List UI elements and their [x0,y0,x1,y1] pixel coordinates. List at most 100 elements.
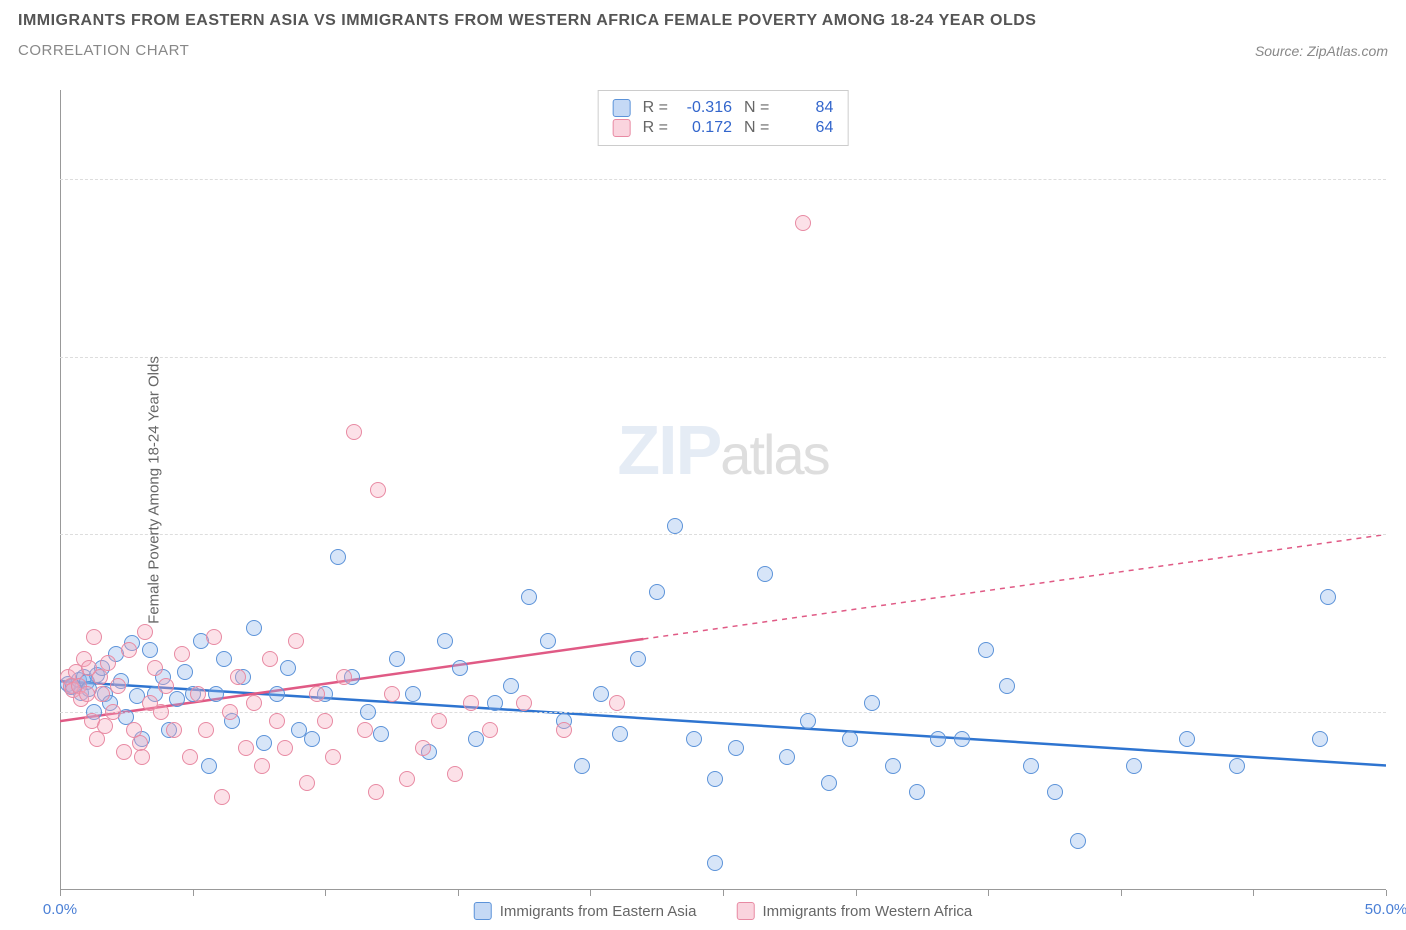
scatter-point [190,686,206,702]
source-attribution: Source: ZipAtlas.com [1255,43,1388,59]
scatter-point [707,771,723,787]
scatter-point [556,722,572,738]
subtitle-row: CORRELATION CHART Source: ZipAtlas.com [18,42,1388,59]
scatter-point [142,642,158,658]
stats-legend-box: R = -0.316 N = 84 R = 0.172 N = 64 [598,90,849,146]
scatter-point [452,660,468,676]
scatter-point [909,784,925,800]
scatter-point [667,518,683,534]
gridline [60,357,1386,358]
scatter-point [299,775,315,791]
n-label: N = [744,99,769,117]
scatter-point [208,686,224,702]
scatter-point [1047,784,1063,800]
scatter-point [800,713,816,729]
legend-item-2: Immigrants from Western Africa [736,902,972,920]
n-label: N = [744,119,769,137]
scatter-point [415,740,431,756]
scatter-point [649,584,665,600]
scatter-point [256,735,272,751]
scatter-point [174,646,190,662]
x-tick [60,890,61,896]
scatter-point [405,686,421,702]
scatter-point [707,855,723,871]
scatter-point [540,633,556,649]
scatter-point [222,704,238,720]
scatter-point [821,775,837,791]
scatter-point [630,651,646,667]
x-tick [1386,890,1387,896]
r-value-1: -0.316 [680,99,732,117]
scatter-point [370,482,386,498]
scatter-point [930,731,946,747]
scatter-point [1023,758,1039,774]
x-tick [325,890,326,896]
scatter-point [437,633,453,649]
scatter-point [389,651,405,667]
scatter-point [134,749,150,765]
scatter-point [954,731,970,747]
plot-area: ZIPatlas 20.0%40.0%60.0%80.0%0.0%50.0% [60,90,1386,890]
swatch-pink-icon [613,119,631,137]
scatter-point [757,566,773,582]
x-tick [590,890,591,896]
scatter-point [230,669,246,685]
scatter-point [885,758,901,774]
stats-row-series2: R = 0.172 N = 64 [613,119,834,137]
bottom-legend: Immigrants from Eastern Asia Immigrants … [474,902,973,920]
gridline [60,712,1386,713]
x-tick [988,890,989,896]
chart-container: ZIPatlas 20.0%40.0%60.0%80.0%0.0%50.0% F… [60,90,1386,890]
n-value-2: 64 [781,119,833,137]
scatter-point [346,424,362,440]
watermark: ZIPatlas [617,410,828,490]
swatch-blue-icon [613,99,631,117]
watermark-suffix: atlas [720,423,828,486]
scatter-point [609,695,625,711]
stats-row-series1: R = -0.316 N = 84 [613,99,834,117]
scatter-point [269,686,285,702]
scatter-point [105,704,121,720]
scatter-point [399,771,415,787]
x-tick [458,890,459,896]
legend-label-1: Immigrants from Eastern Asia [500,903,697,920]
scatter-point [158,678,174,694]
x-tick [193,890,194,896]
scatter-point [169,691,185,707]
y-axis-line [60,90,61,890]
scatter-point [487,695,503,711]
scatter-point [368,784,384,800]
scatter-point [121,642,137,658]
scatter-point [182,749,198,765]
scatter-point [262,651,278,667]
scatter-point [238,740,254,756]
scatter-point [336,669,352,685]
scatter-point [137,624,153,640]
scatter-point [593,686,609,702]
scatter-point [360,704,376,720]
scatter-point [198,722,214,738]
scatter-point [330,549,346,565]
scatter-point [269,713,285,729]
scatter-point [79,686,95,702]
scatter-point [1126,758,1142,774]
scatter-point [612,726,628,742]
scatter-point [277,740,293,756]
scatter-point [357,722,373,738]
gridline [60,534,1386,535]
chart-header: IMMIGRANTS FROM EASTERN ASIA VS IMMIGRAN… [0,0,1406,59]
scatter-point [288,633,304,649]
scatter-point [373,726,389,742]
scatter-point [166,722,182,738]
scatter-point [795,215,811,231]
r-label: R = [643,119,668,137]
scatter-point [1320,589,1336,605]
scatter-point [100,655,116,671]
scatter-point [1070,833,1086,849]
scatter-point [447,766,463,782]
scatter-point [153,704,169,720]
legend-item-1: Immigrants from Eastern Asia [474,902,697,920]
scatter-point [1179,731,1195,747]
swatch-blue-icon [474,902,492,920]
x-tick-label: 0.0% [43,901,77,918]
